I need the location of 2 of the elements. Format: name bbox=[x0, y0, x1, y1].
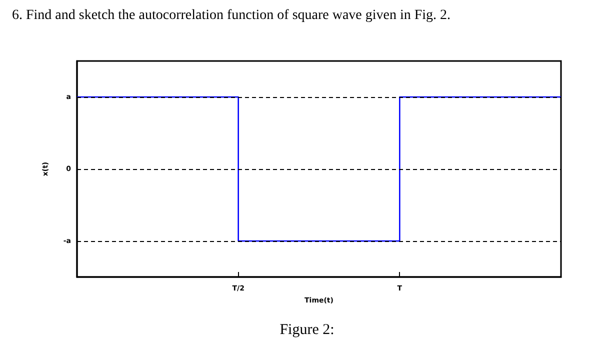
chart-title: 6. Find and sketch the autocorrelation function of square wave given in Fig. 2. bbox=[12, 8, 451, 24]
caption: Figure 2: bbox=[278, 322, 336, 339]
